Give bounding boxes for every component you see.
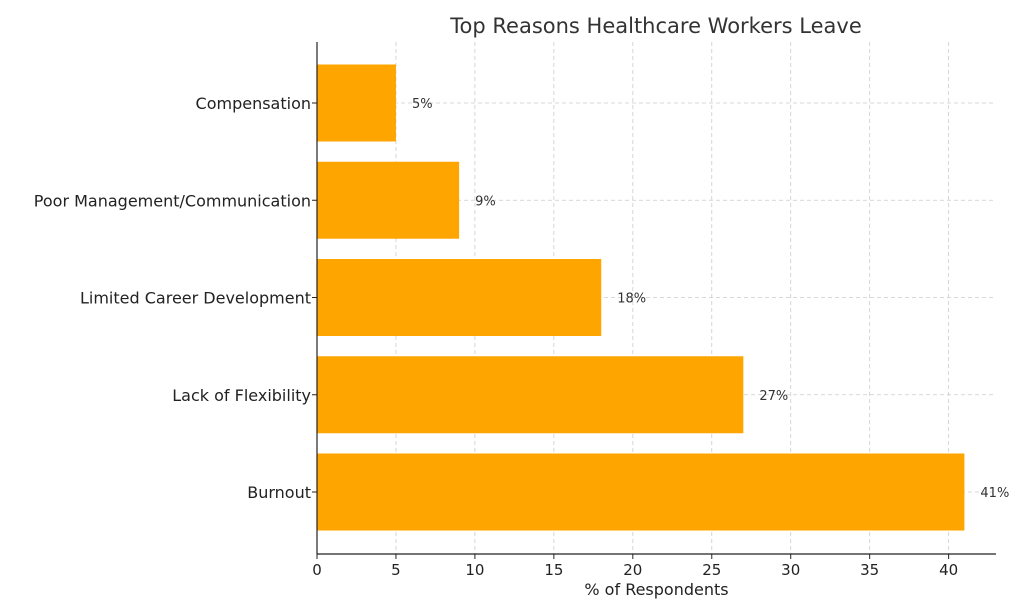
x-tick-label: 25 [702,561,721,579]
data-label: 41% [980,486,1009,501]
category-label: Burnout [247,483,311,502]
tick-layer: 0 5 10 15 20 25 30 35 40 [312,102,958,579]
data-label: 5% [412,97,433,112]
bar-layer [317,64,965,531]
x-tick-label: 30 [781,561,800,579]
x-tick-label: 15 [544,561,563,579]
category-label: Compensation [196,94,311,113]
x-tick-label: 35 [860,561,879,579]
bar [317,453,965,531]
category-label: Lack of Flexibility [172,386,311,405]
x-tick-label: 20 [623,561,642,579]
data-label: 18% [617,292,646,307]
category-label: Limited Career Development [80,289,311,308]
category-label: Poor Management/Communication [34,191,311,210]
data-label: 27% [759,389,788,404]
label-layer: Burnout 41% Lack of Flexibility 27% Limited … [34,94,1010,502]
x-tick-label: 40 [939,561,958,579]
bar [317,259,602,336]
bar [317,161,460,239]
chart-title: Top Reasons Healthcare Workers Leave [449,14,861,38]
x-tick-label: 0 [312,561,322,579]
x-tick-label: 10 [465,561,484,579]
x-axis-title: % of Respondents [584,580,728,599]
bar [317,64,396,142]
bar [317,356,744,434]
data-label: 9% [475,194,496,209]
x-tick-label: 5 [391,561,401,579]
